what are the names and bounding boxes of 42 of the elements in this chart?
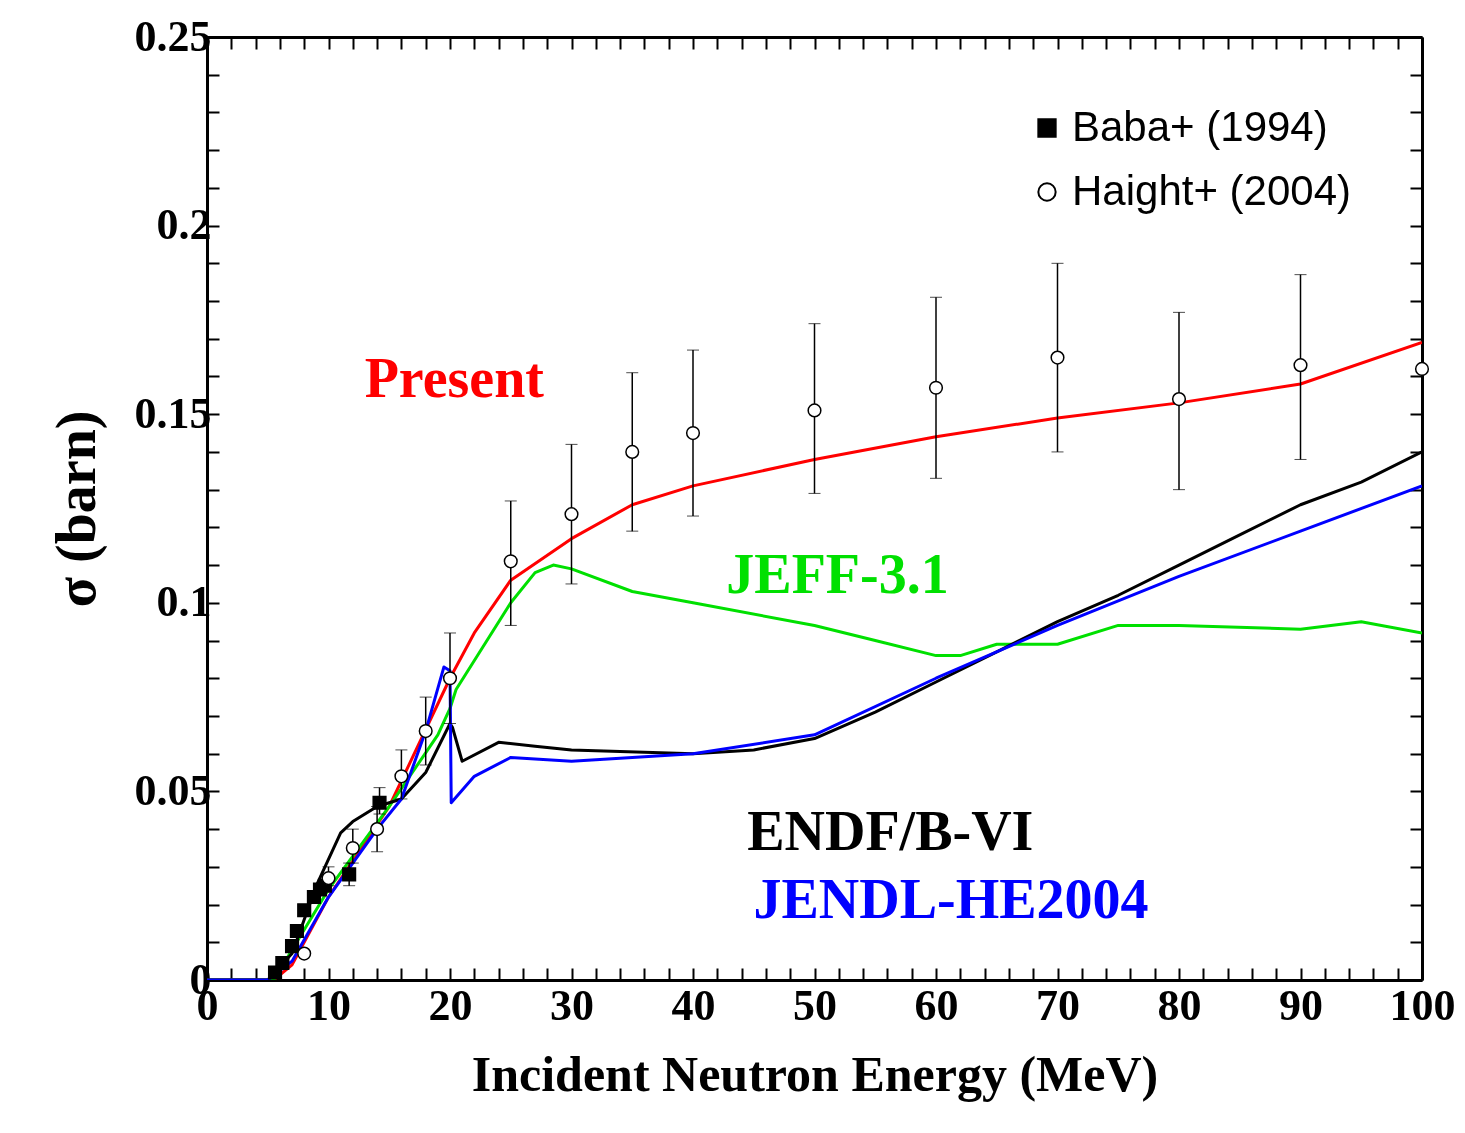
point	[372, 795, 387, 810]
point	[345, 840, 360, 856]
point	[394, 769, 409, 784]
y-axis-title: σ (barn)	[44, 410, 108, 608]
point	[297, 946, 312, 961]
point	[284, 938, 300, 954]
point	[1414, 361, 1430, 376]
x-tick-label: 20	[428, 980, 473, 1030]
point	[289, 923, 304, 939]
point	[418, 723, 433, 739]
point	[275, 955, 290, 971]
point	[1171, 392, 1187, 407]
x-tick-label: 100	[1389, 980, 1456, 1030]
point	[928, 380, 944, 395]
point	[807, 403, 822, 418]
x-tick-label: 50	[793, 980, 837, 1030]
text: JENDL-HE2004	[753, 868, 1149, 931]
point	[625, 444, 640, 459]
point	[442, 671, 458, 686]
series-label: JEFF-3.1	[726, 543, 949, 606]
x-tick-label: 10	[307, 980, 351, 1030]
x-tick-label: 40	[671, 980, 716, 1030]
x-tick-label: 70	[1036, 980, 1080, 1030]
legend-label: Haight+ (2004)	[1072, 167, 1352, 214]
point	[1050, 350, 1065, 365]
point	[297, 903, 312, 918]
point	[370, 822, 385, 837]
point	[564, 507, 579, 522]
point	[685, 426, 701, 441]
series-label: ENDF/B-VI	[747, 800, 1034, 863]
x-axis-title: Incident Neutron Energy (MeV)	[471, 1045, 1159, 1102]
legend-label: Baba+ (1994)	[1072, 103, 1328, 150]
x-tick-label: 30	[550, 980, 594, 1030]
point	[503, 554, 518, 569]
point	[321, 871, 336, 886]
text: Present	[364, 346, 545, 409]
point	[342, 867, 357, 882]
x-tick-label: 80	[1157, 980, 1202, 1030]
x-tick-label: 60	[914, 980, 959, 1030]
y-tick-label: 0.25	[134, 11, 212, 61]
x-tick-label: 90	[1279, 980, 1323, 1030]
point	[1293, 358, 1308, 373]
